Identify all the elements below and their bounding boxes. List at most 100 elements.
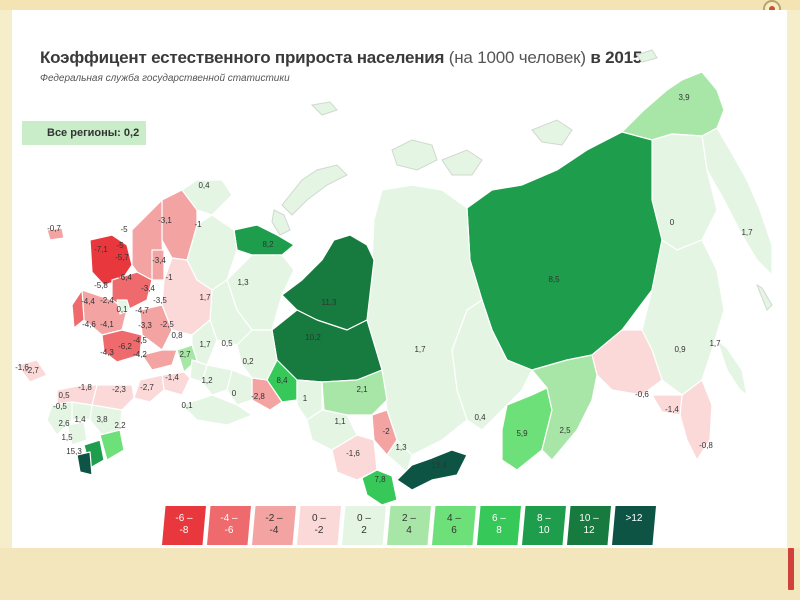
region-sakhalin[interactable] [716,339,748,396]
label-orenburg: 0,1 [181,401,193,410]
label-perm: 0,5 [221,339,233,348]
label-samara: -1,4 [165,373,179,382]
label-amur: -0,6 [635,390,649,399]
title-main: Коэффицент естественного прироста населе… [40,48,445,67]
region-tuva[interactable] [396,449,468,491]
label-yakutia: 8,5 [548,275,560,284]
label-saratov: -2,7 [140,383,154,392]
island-novaya-zemlya [281,164,348,216]
label-kostroma: -3,4 [141,284,155,293]
label-nenets: 8,2 [262,240,274,249]
label-komi: 1,3 [237,278,249,287]
region-crimea[interactable] [16,359,48,383]
label-novosibirsk: 1,1 [334,417,346,426]
map-title: Коэффицент естественного прироста населе… [40,48,642,68]
legend-item: 8 –10 [522,506,566,545]
region-jewish[interactable] [651,394,683,416]
label-jewish: -1,4 [665,405,679,414]
legend-item: -6 – -8 [162,506,206,545]
label-tula: -6,2 [118,342,132,351]
region-chukotka[interactable] [621,71,725,141]
label-khakassia: 1,3 [395,443,407,452]
region-saratov[interactable] [133,374,165,403]
region-krasnodar[interactable] [46,401,73,436]
region-stavropol[interactable] [66,421,88,446]
region-central-red[interactable] [89,234,133,286]
legend-line2: 6 [451,525,457,536]
label-kbr: 1,5 [61,433,73,442]
label-tambov: -4,2 [133,350,147,359]
region-central-south[interactable] [141,349,178,371]
legend-item: >12 [612,506,656,545]
legend-line1: >12 [625,513,643,524]
region-central-west[interactable] [71,289,85,329]
label-altai-krai: -1,6 [346,449,360,458]
region-primorye[interactable] [679,379,713,461]
region-tatarstan[interactable] [176,344,198,373]
label-nizhny: -3,5 [153,296,167,305]
region-central-mid3[interactable] [139,304,173,351]
region-zabaikalsky[interactable] [531,354,598,461]
label-chukotka: 3,9 [678,93,690,102]
legend-line1: 0 – [312,513,326,524]
label-kamchatka: 1,7 [741,228,753,237]
legend-line1: 4 – [447,513,461,524]
legend-line1: 8 – [537,513,551,524]
label-sverdlovsk: 0,2 [242,357,254,366]
label-kirov: 1,7 [199,340,211,349]
label-primorye: -0,8 [699,441,713,450]
region-udmurtia[interactable] [189,359,208,383]
legend-item: 4 –6 [432,506,476,545]
label-udmurt-north: 1,7 [199,293,211,302]
legend-line1: -4 – [220,513,238,524]
label-tuva: 13,4 [431,461,447,470]
region-kamchatka[interactable] [701,127,773,276]
label-kaluga: -2,4 [100,296,114,305]
label-bashkortostan: 1,2 [201,376,213,385]
region-central-mid2[interactable] [101,329,143,363]
label-rostov: -1,8 [78,383,92,392]
legend-item: 2 –4 [387,506,431,545]
legend-item: -2 – -4 [252,506,296,545]
label-orel: -4,1 [100,320,114,329]
island-taimyr-arc [441,149,483,176]
region-khakassia[interactable] [386,439,413,473]
legend-line2: 10 [538,525,550,536]
all-regions-badge: Все регионы: 0,2 [22,121,146,145]
label-pskov: -7,1 [94,245,108,254]
legend-line1: 0 – [357,513,371,524]
region-altai-rep[interactable] [361,469,398,506]
region-amur[interactable] [591,329,663,396]
legend-line2: -6 [224,525,234,536]
label-yamal: 11,3 [322,298,338,307]
region-kaliningrad[interactable] [46,227,65,241]
label-chuvashia: -2,5 [160,320,174,329]
title-unit: (на 1000 человек) [448,48,586,67]
label-murmansk: 0,4 [198,181,210,190]
region-vologda[interactable] [151,249,165,281]
legend-item: 6 –8 [477,506,521,545]
legend-line1: 10 – [579,513,599,524]
region-murmansk[interactable] [181,179,233,216]
label-magadan: 0 [670,218,675,227]
label-adygea: 2,6 [58,419,70,428]
region-moscow[interactable] [116,299,131,315]
russia-map: 3,9 1,7 0 8,5 0,9 0,4 -0,6 -1,4 -0,8 1,7… [15,49,773,506]
top-decor-stripe [0,0,800,10]
region-nenets[interactable] [233,224,295,256]
label-khabarovsk: 0,9 [674,345,686,354]
label-tatarstan: 2,7 [179,350,191,359]
slide-edge-bar [788,548,794,590]
label-yaroslavl: -6,4 [118,273,132,282]
title-year: в 2015 [590,48,643,67]
legend-item: 10 –12 [567,506,611,545]
legend-line2: -4 [269,525,279,536]
label-irkutsk: 0,4 [474,413,486,422]
region-ingushetia[interactable] [76,451,93,476]
bottom-decor-stripe [0,548,800,600]
region-dagestan[interactable] [99,429,125,461]
label-tyumen: 8,4 [276,376,288,385]
label-crimea: -2,7 [25,366,39,375]
label-buryatia: 5,9 [516,429,528,438]
label-ryazan: -4,5 [133,336,147,345]
